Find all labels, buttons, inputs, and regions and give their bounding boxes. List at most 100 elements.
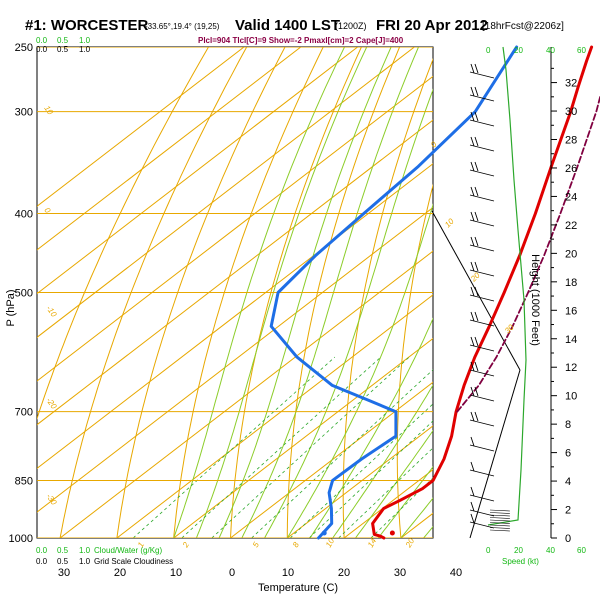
dewpoint-surface-dot (321, 530, 327, 536)
adiabat-label: 10 (443, 216, 456, 229)
isotherm-label: 10 (42, 104, 55, 117)
wind-speed-top-40: 40 (546, 46, 555, 55)
wind-barb-flag (470, 486, 475, 497)
temperature-tick-label: 40 (450, 567, 462, 579)
height-tick-label: 30 (565, 106, 577, 118)
dry-adiabat (286, 47, 401, 538)
mixing-ratio-line (211, 356, 410, 538)
pressure-tick-label: 1000 (9, 533, 33, 545)
wind-barb-flag (470, 436, 475, 447)
forecast-info: [18hrFcst@2206z] (482, 21, 564, 32)
height-tick-label: 10 (565, 391, 577, 403)
height-tick-label: 4 (565, 476, 571, 488)
cloudiness-scale-top-1: 0.5 (57, 45, 69, 54)
cloud-water-scale-bottom-2: 1.0 (79, 546, 91, 555)
temperature-tick-label: 30 (394, 567, 406, 579)
cloud-water-scale-bottom-1: 0.5 (57, 546, 69, 555)
wind-barb-flag (470, 63, 475, 74)
adiabat-label: 0 (429, 140, 439, 150)
pressure-tick-label: 400 (15, 208, 33, 220)
wind-barb-flag (474, 311, 479, 322)
wind-barb-flag (470, 311, 475, 322)
wind-barb-flag (474, 136, 479, 147)
height-tick-label: 0 (565, 533, 571, 545)
wind-barb-flag (474, 361, 479, 372)
wind-barb-flag (474, 63, 479, 74)
wind-barb-flag (470, 361, 475, 372)
height-tick-label: 20 (565, 248, 577, 260)
cloudiness-scale-bottom-0: 0.0 (36, 557, 48, 566)
dry-adiabat (229, 47, 362, 538)
wind-barb-flag (470, 513, 475, 524)
wind-barb-flag (474, 286, 479, 297)
dry-adiabat (59, 47, 248, 538)
wind-barb-flag (470, 501, 475, 512)
temperature-tick-label: 0 (229, 567, 235, 579)
isotherm-line (37, 47, 245, 207)
wind-speed-bottom-20: 20 (514, 546, 523, 555)
wind-speed-bottom-0: 0 (486, 546, 491, 555)
dry-adiabat (396, 183, 433, 538)
wind-barb-flag (474, 386, 479, 397)
wind-speed-label: Speed (kt) (502, 557, 539, 566)
background-grid (37, 47, 433, 538)
height-tick-label: 32 (565, 78, 577, 90)
station-coords: -33.65°,19.4° (19,25) (145, 22, 220, 31)
isotherm-label: 0 (42, 206, 52, 215)
cloud-water-scale-top-2: 1.0 (79, 36, 91, 45)
wind-speed-bottom-60: 60 (577, 546, 586, 555)
wind-barb-flag (470, 261, 475, 272)
wind-barb-flag (470, 111, 475, 122)
pressure-tick-label: 700 (15, 407, 33, 419)
wind-barb-flag (470, 86, 475, 97)
moist-adiabat (332, 384, 433, 538)
surface-barb-line (489, 514, 511, 517)
surface-barb-line (489, 512, 511, 514)
isotherm-line (37, 47, 302, 251)
wind-barb-flag (474, 186, 479, 197)
mixing-ratio-line (308, 420, 433, 538)
wind-speed-top-0: 0 (486, 46, 491, 55)
pressure-tick-label: 250 (15, 42, 33, 54)
height-tick-label: 6 (565, 448, 571, 460)
moist-adiabat (423, 525, 433, 538)
parcel-line (456, 94, 600, 413)
height-tick-label: 28 (565, 135, 577, 147)
temperature-tick-label: 10 (282, 567, 294, 579)
dewpoint-line (269, 45, 519, 540)
temperature-tick-label: 20 (114, 567, 126, 579)
wind-barb-flag (474, 111, 479, 122)
isotherm-label: -20 (44, 396, 58, 411)
surface-barb-line (489, 524, 511, 527)
cloud-water-scale-bottom-0: 0.0 (36, 546, 48, 555)
wind-barb-flag (474, 211, 479, 222)
height-tick-label: 12 (565, 362, 577, 374)
cloudiness-scale-bottom-2: 1.0 (79, 557, 91, 566)
moist-adiabat (195, 47, 368, 538)
dry-adiabat (116, 47, 286, 538)
cloud-water-scale-top-1: 0.5 (57, 36, 69, 45)
wind-speed-bottom-40: 40 (546, 546, 555, 555)
utc-time: (1200Z) (335, 21, 367, 31)
x-axis-label: Temperature (C) (258, 582, 338, 594)
temperature-tick-label: 30 (58, 567, 70, 579)
cloudiness-scale-top-0: 0.0 (36, 45, 48, 54)
dry-adiabat (173, 47, 324, 538)
wind-barb-flag (474, 411, 479, 422)
station-title: #1: WORCESTER (25, 17, 149, 34)
height-tick-label: 2 (565, 505, 571, 517)
wind-panel (469, 46, 527, 532)
mixing-ratio-label: 8 (291, 540, 301, 549)
temperature-tick-label: 20 (338, 567, 350, 579)
height-tick-label: 18 (565, 277, 577, 289)
wind-speed-top-20: 20 (514, 46, 523, 55)
mixing-ratio-line (251, 369, 433, 538)
wind-barb-flag (474, 161, 479, 172)
wind-barb-flag (470, 186, 475, 197)
wind-barb-flag (474, 86, 479, 97)
isotherm-line (230, 381, 433, 538)
pressure-tick-label: 500 (15, 288, 33, 300)
surface-barb-line (489, 527, 511, 529)
